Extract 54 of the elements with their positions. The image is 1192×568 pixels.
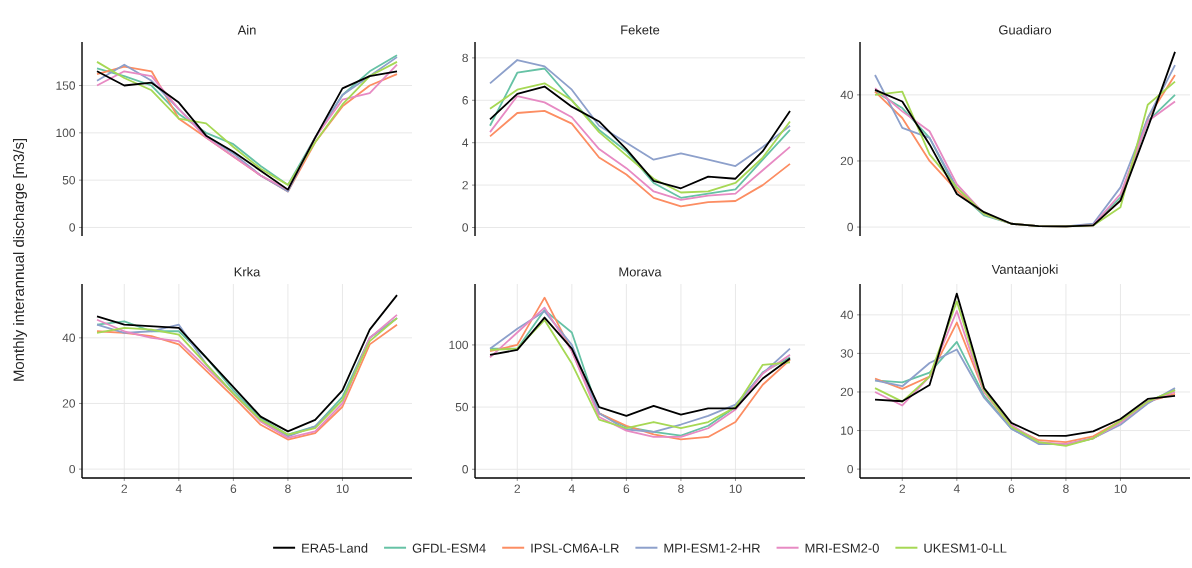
legend-label: IPSL-CM6A-LR	[531, 543, 619, 553]
chart-title: Krka	[234, 266, 261, 277]
y-tick-label: 150	[56, 81, 76, 90]
legend-label: ERA5-Land	[302, 543, 368, 553]
x-tick-label: 8	[285, 484, 291, 493]
x-tick-label: 2	[514, 484, 521, 493]
y-tick-label: 0	[69, 464, 76, 474]
y-tick-label: 20	[62, 399, 76, 408]
legend-label: MPI-ESM1-2-HR	[664, 543, 760, 553]
y-tick-label: 50	[455, 402, 469, 412]
y-tick-label: 0	[847, 222, 854, 232]
x-tick-label: 2	[121, 484, 128, 493]
y-tick-label: 10	[841, 426, 854, 435]
y-tick-label: 100	[449, 340, 469, 350]
y-tick-label: 40	[840, 310, 854, 320]
x-tick-label: 4	[568, 484, 575, 493]
y-tick-label: 20	[840, 156, 854, 166]
y-axis-title: Monthly interannual discharge [m3/s]	[13, 139, 27, 381]
y-tick-label: 8	[462, 53, 468, 63]
x-tick-label: 6	[623, 484, 630, 493]
chart-title: Morava	[619, 267, 662, 277]
y-tick-label: 100	[56, 128, 76, 138]
legend-label: UKESM1-0-LL	[924, 543, 1007, 553]
x-tick-label: 2	[899, 484, 906, 493]
x-tick-label: 6	[230, 484, 237, 493]
x-tick-label: 4	[953, 484, 960, 493]
y-tick-label: 0	[69, 223, 76, 232]
chart-title: Guadiaro	[999, 24, 1052, 35]
line-series	[489, 109, 791, 208]
chart-title: Vantaanjoki	[991, 264, 1058, 277]
y-tick-label: 50	[62, 175, 76, 185]
x-tick-label: 10	[1114, 484, 1127, 493]
x-tick-label: 4	[175, 484, 182, 493]
line-series	[489, 67, 791, 199]
y-tick-label: 6	[462, 96, 468, 105]
y-tick-label: 2	[462, 180, 468, 190]
x-tick-label: 8	[678, 484, 684, 493]
y-tick-label: 40	[62, 333, 76, 343]
y-tick-label: 4	[462, 138, 469, 147]
x-tick-label: 6	[1008, 484, 1015, 493]
y-tick-label: 0	[847, 464, 854, 474]
legend-label: MRI-ESM2-0	[805, 543, 879, 553]
chart-title: Ain	[237, 25, 256, 35]
y-tick-label: 0	[462, 465, 469, 474]
y-tick-label: 0	[462, 223, 469, 232]
x-tick-label: 10	[729, 484, 742, 493]
legend-label: GFDL-ESM4	[412, 543, 486, 553]
chart-title: Fekete	[621, 24, 660, 35]
line-series	[489, 95, 791, 201]
x-tick-label: 8	[1063, 484, 1069, 493]
x-tick-label: 10	[336, 484, 349, 493]
y-tick-label: 30	[840, 349, 854, 358]
y-tick-label: 20	[840, 387, 854, 397]
y-tick-label: 40	[840, 90, 854, 100]
